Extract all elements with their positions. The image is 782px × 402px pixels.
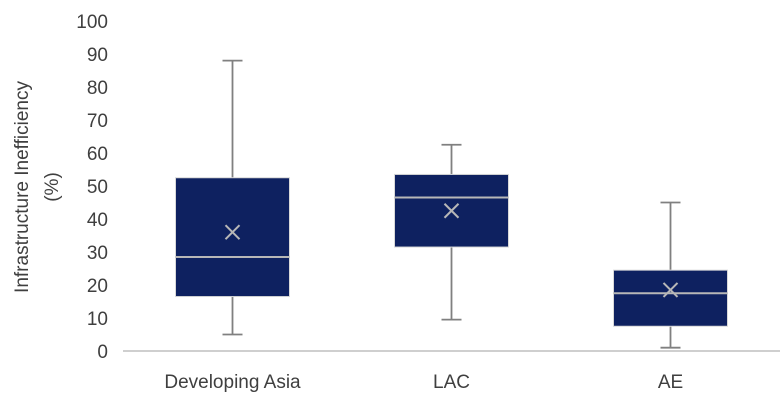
iqr-box [175, 177, 290, 298]
x-tick-label: LAC [433, 372, 470, 393]
box-developing-asia [175, 59, 290, 336]
y-tick-label: 90 [87, 45, 108, 66]
y-tick-label: 30 [87, 243, 108, 264]
y-axis-title: Infrastructure Inefficiency (%) [12, 81, 63, 293]
box-ae [613, 201, 728, 349]
y-tick-label: 50 [87, 177, 108, 198]
y-tick-label: 10 [87, 309, 108, 330]
y-axis-title-line: Infrastructure Inefficiency [12, 81, 33, 293]
y-tick-label: 40 [87, 210, 108, 231]
y-axis-title-line: (%) [42, 172, 63, 202]
y-tick-label: 70 [87, 111, 108, 132]
mean-marker [662, 282, 679, 298]
y-tick-label: 0 [97, 342, 108, 363]
mean-marker [224, 224, 241, 240]
box-lac [394, 143, 509, 321]
mean-marker [443, 203, 460, 219]
x-tick-label: Developing Asia [164, 372, 301, 393]
y-tick-label: 60 [87, 144, 108, 165]
x-tick-label: AE [658, 372, 683, 393]
iqr-box [613, 269, 728, 327]
y-tick-label: 20 [87, 276, 108, 297]
y-tick-label: 80 [87, 78, 108, 99]
y-tick-label: 100 [76, 12, 108, 33]
